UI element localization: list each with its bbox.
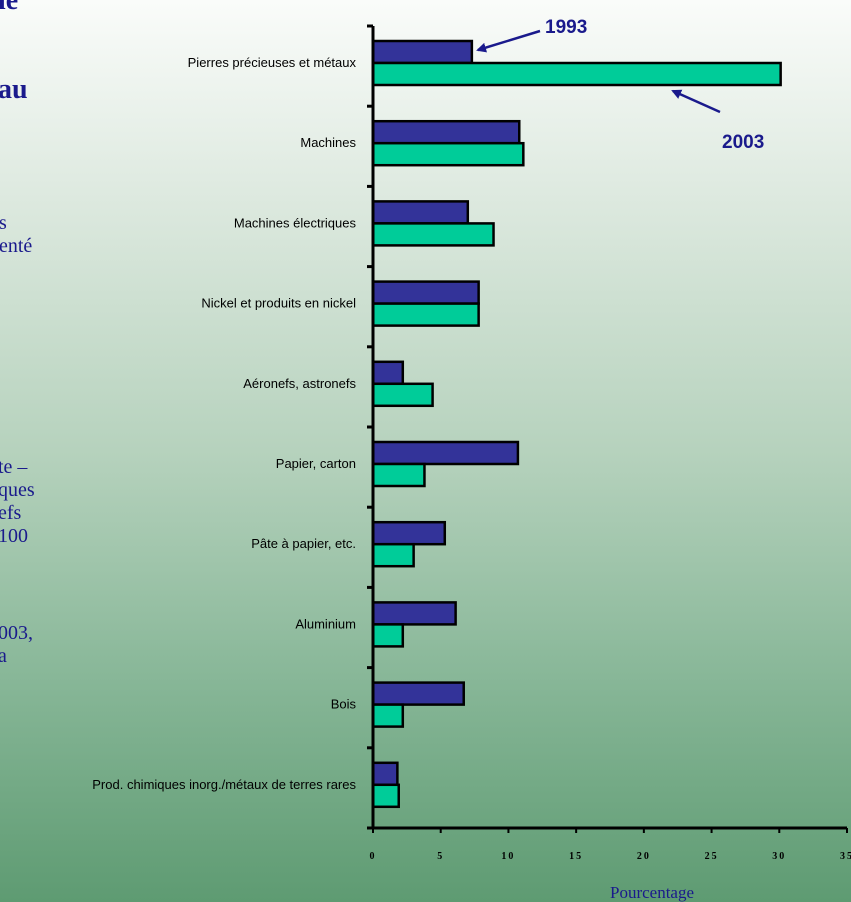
bar-1993-9 <box>371 761 399 787</box>
category-label-1: Machines <box>300 135 356 150</box>
bar-2003-8 <box>371 703 405 728</box>
x-axis-label: Pourcentage <box>610 883 694 902</box>
side-text-1: le <box>0 0 19 16</box>
bar-2003-1 <box>371 141 525 167</box>
side-text-3: s enté <box>0 212 33 257</box>
side-text-2: au <box>0 74 28 105</box>
bar-1993-6 <box>371 520 447 546</box>
bar-2003-2 <box>371 222 495 247</box>
bar-1993-4 <box>371 360 405 386</box>
x-tick-label-20: 20 <box>637 851 651 862</box>
bar-1993-0 <box>371 39 474 65</box>
category-label-7: Aluminium <box>295 616 356 631</box>
bar-2003-9 <box>371 783 400 809</box>
x-tick-label-15: 15 <box>569 851 583 862</box>
bar-1993-1 <box>371 119 521 145</box>
x-tick-label-25: 25 <box>705 851 719 862</box>
bar-2003-0 <box>371 61 782 87</box>
category-label-9: Prod. chimiques inorg./métaux de terres … <box>92 777 356 792</box>
side-text-4: te – ques efs 100 <box>0 456 35 547</box>
bar-1993-7 <box>371 601 457 626</box>
bar-2003-3 <box>371 302 480 327</box>
annotation-1993-label: 1993 <box>545 17 587 38</box>
category-label-8: Bois <box>331 697 357 712</box>
category-label-3: Nickel et produits en nickel <box>201 296 356 311</box>
category-label-5: Papier, carton <box>276 456 356 471</box>
bar-1993-2 <box>371 200 470 225</box>
x-tick-label-5: 5 <box>437 851 444 862</box>
category-label-4: Aéronefs, astronefs <box>243 376 356 391</box>
bar-1993-8 <box>371 681 465 706</box>
category-label-6: Pâte à papier, etc. <box>251 536 356 551</box>
category-label-2: Machines électriques <box>234 215 357 230</box>
annotation-1993-arrow <box>476 29 541 53</box>
bar-2003-6 <box>371 542 415 568</box>
bar-1993-3 <box>371 280 480 305</box>
x-tick-label-10: 10 <box>501 851 515 862</box>
x-tick-label-0: 0 <box>370 851 377 862</box>
annotation-2003-label: 2003 <box>722 132 764 153</box>
x-tick-label-30: 30 <box>772 851 786 862</box>
category-label-0: Pierres précieuses et métaux <box>188 55 357 70</box>
bar-2003-5 <box>371 462 426 488</box>
bar-2003-7 <box>371 623 405 648</box>
bar-1993-5 <box>371 440 520 466</box>
bar-2003-4 <box>371 382 434 408</box>
side-text-5: 003, a <box>0 622 33 667</box>
annotation-2003-arrow <box>671 89 721 114</box>
x-tick-label-35: 35 <box>840 851 851 862</box>
